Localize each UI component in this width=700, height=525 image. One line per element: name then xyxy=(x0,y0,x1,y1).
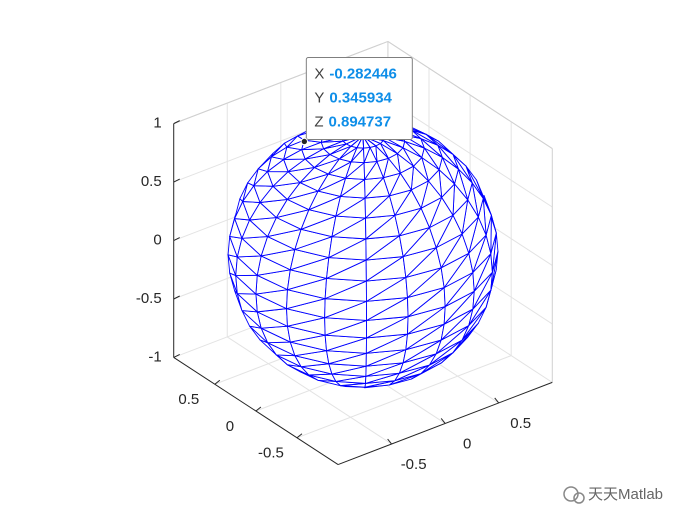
y-tick xyxy=(255,406,262,412)
x-tick xyxy=(440,418,446,424)
datatip-row: Y 0.345934 xyxy=(314,89,392,106)
datatip-label: Z xyxy=(314,113,323,130)
box-edge xyxy=(173,40,389,125)
y-tick-label: 0.5 xyxy=(178,391,199,408)
datatip-box xyxy=(305,56,413,140)
watermark-icon xyxy=(563,486,579,502)
grid-line xyxy=(387,99,553,208)
y-tick-label: -0.5 xyxy=(258,445,284,462)
watermark-icon xyxy=(573,492,585,504)
watermark: 天天Matlab xyxy=(563,486,663,504)
datatip-value: -0.282446 xyxy=(329,65,397,82)
datatip-marker xyxy=(300,137,309,146)
x-tick-label: 0.5 xyxy=(510,415,531,432)
z-tick xyxy=(173,178,180,183)
z-tick-label: 1 xyxy=(153,115,161,132)
datatip-row: X -0.282446 xyxy=(314,65,397,82)
datatip-row: Z 0.894737 xyxy=(314,113,391,130)
z-tick xyxy=(173,354,180,358)
y-tick xyxy=(296,433,303,439)
z-tick-label: -1 xyxy=(148,348,161,365)
x-tick xyxy=(387,438,393,445)
watermark-text: 天天Matlab xyxy=(588,486,663,503)
datatip-value: 0.345934 xyxy=(329,89,392,106)
grid-line xyxy=(296,355,512,439)
x-tick xyxy=(494,397,500,404)
mesh xyxy=(227,117,499,389)
datatip-value: 0.894737 xyxy=(328,113,391,130)
z-tick-label: 0.5 xyxy=(141,173,162,190)
y-tick xyxy=(214,379,221,385)
z-tick xyxy=(173,120,180,125)
datatip-label: Y xyxy=(314,89,324,106)
z-tick xyxy=(173,237,180,241)
x-tick-label: -0.5 xyxy=(401,456,427,473)
y-tick-label: 0 xyxy=(226,418,234,435)
z-tick xyxy=(173,295,180,300)
x-tick-label: 0 xyxy=(463,435,471,452)
z-tick-label: -0.5 xyxy=(136,290,162,307)
z-tick-label: 0 xyxy=(153,232,161,249)
datatip-label: X xyxy=(314,65,324,82)
box-edge xyxy=(387,41,553,149)
